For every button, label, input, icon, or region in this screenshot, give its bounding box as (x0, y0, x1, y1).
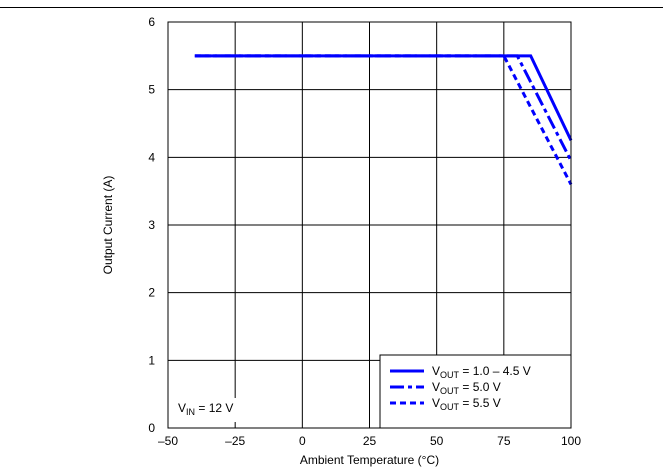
series-line-1 (194, 54, 573, 142)
y-axis-label: Output Current (A) (101, 176, 115, 275)
legend-label-1: VOUT = 1.0 – 4.5 V (432, 364, 531, 380)
x-tick-label: 0 (299, 434, 306, 448)
legend-label-main: V (432, 364, 440, 378)
vin-annotation-bg (174, 398, 260, 422)
vin-annotation-rest: = 12 V (195, 401, 233, 415)
legend-label-rest: = 5.5 V (459, 396, 501, 410)
vin-annotation: VIN = 12 V (174, 398, 260, 422)
plot-frame (167, 21, 572, 429)
legend-label-rest: = 1.0 – 4.5 V (459, 364, 531, 378)
vin-annotation-main: V (178, 401, 186, 415)
vin-annotation-text: VIN = 12 V (178, 401, 233, 417)
series-line-2 (194, 54, 573, 162)
y-tick-label: 3 (148, 218, 155, 232)
y-tick-label: 4 (148, 150, 155, 164)
y-tick-label: 2 (148, 286, 155, 300)
x-tick-label: –50 (158, 434, 178, 448)
legend-label-3: VOUT = 5.5 V (432, 396, 501, 412)
legend-label-sub: OUT (440, 386, 460, 396)
legend-label-sub: OUT (440, 370, 460, 380)
y-tick-labels: 0 1 2 3 4 5 6 (148, 15, 155, 435)
vin-annotation-sub: IN (186, 407, 195, 417)
y-tick-label: 6 (148, 15, 155, 29)
x-tick-label: 25 (363, 434, 377, 448)
legend-label-main: V (432, 396, 440, 410)
series-line-3 (194, 54, 573, 186)
x-tick-label: –25 (225, 434, 245, 448)
legend-label-sub: OUT (440, 402, 460, 412)
grid (168, 22, 571, 428)
legend-label-2: VOUT = 5.0 V (432, 380, 501, 396)
y-tick-label: 1 (148, 353, 155, 367)
x-tick-label: 50 (430, 434, 444, 448)
plot-lines (194, 54, 573, 186)
x-tick-label: 100 (561, 434, 581, 448)
x-tick-labels: –50 –25 0 25 50 75 100 (158, 434, 581, 448)
legend-label-rest: = 5.0 V (459, 380, 501, 394)
x-axis-label: Ambient Temperature (°C) (300, 453, 439, 467)
y-tick-label: 5 (148, 83, 155, 97)
y-tick-label: 0 (148, 421, 155, 435)
legend-box (379, 354, 572, 429)
legend-label-main: V (432, 380, 440, 394)
x-tick-label: 75 (497, 434, 511, 448)
